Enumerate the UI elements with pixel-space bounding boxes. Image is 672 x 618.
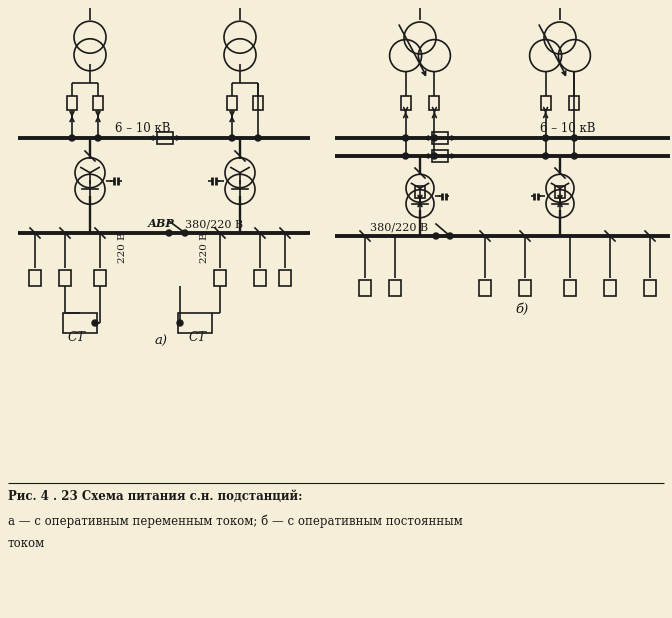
Bar — [604, 280, 616, 296]
Bar — [569, 96, 579, 110]
Bar — [540, 96, 550, 110]
Circle shape — [571, 153, 577, 159]
Circle shape — [255, 135, 261, 141]
Bar — [432, 150, 448, 162]
Bar — [227, 96, 237, 110]
Bar — [401, 96, 411, 110]
Bar — [178, 313, 212, 333]
Bar — [253, 96, 263, 110]
Circle shape — [92, 320, 98, 326]
Circle shape — [69, 135, 75, 141]
Bar — [59, 270, 71, 286]
Circle shape — [403, 153, 409, 159]
Circle shape — [433, 233, 439, 239]
Bar — [67, 96, 77, 110]
Circle shape — [229, 135, 235, 141]
Bar — [389, 280, 401, 296]
Circle shape — [447, 233, 453, 239]
Bar — [432, 132, 448, 144]
Text: током: током — [8, 537, 45, 550]
Circle shape — [542, 153, 548, 159]
Circle shape — [177, 320, 183, 326]
Text: 380/220 В: 380/220 В — [370, 222, 428, 232]
Bar — [519, 280, 531, 296]
Bar — [359, 280, 371, 296]
Text: 380/220 В: 380/220 В — [185, 219, 243, 229]
Text: Рис. 4 . 23 Схема питания с.н. подстанций:: Рис. 4 . 23 Схема питания с.н. подстанци… — [8, 490, 302, 503]
Circle shape — [403, 135, 409, 141]
Bar — [555, 186, 565, 198]
Bar — [157, 132, 173, 144]
Circle shape — [95, 135, 101, 141]
Bar — [63, 313, 97, 333]
Text: 6 – 10 кВ: 6 – 10 кВ — [540, 122, 595, 135]
Bar — [93, 96, 103, 110]
Bar — [564, 280, 576, 296]
Text: 6 – 10 кВ: 6 – 10 кВ — [115, 122, 171, 135]
Text: АВР: АВР — [148, 218, 175, 229]
Text: а): а) — [155, 335, 168, 348]
Circle shape — [542, 135, 548, 141]
Bar — [214, 270, 226, 286]
Circle shape — [182, 230, 188, 236]
Text: СТ: СТ — [189, 331, 207, 344]
Bar — [279, 270, 291, 286]
Circle shape — [431, 153, 437, 159]
Bar — [94, 270, 106, 286]
Text: а — с оперативным переменным током; б — с оперативным постоянным: а — с оперативным переменным током; б — … — [8, 515, 463, 528]
Bar — [415, 186, 425, 198]
Circle shape — [571, 135, 577, 141]
Text: СТ: СТ — [68, 331, 86, 344]
Bar — [644, 280, 656, 296]
Text: б): б) — [515, 303, 528, 316]
Bar — [479, 280, 491, 296]
Bar — [429, 96, 439, 110]
Circle shape — [166, 230, 172, 236]
Bar — [29, 270, 41, 286]
Text: 220 В: 220 В — [118, 232, 127, 263]
Circle shape — [431, 135, 437, 141]
Bar — [254, 270, 266, 286]
Text: 220 В: 220 В — [200, 232, 209, 263]
